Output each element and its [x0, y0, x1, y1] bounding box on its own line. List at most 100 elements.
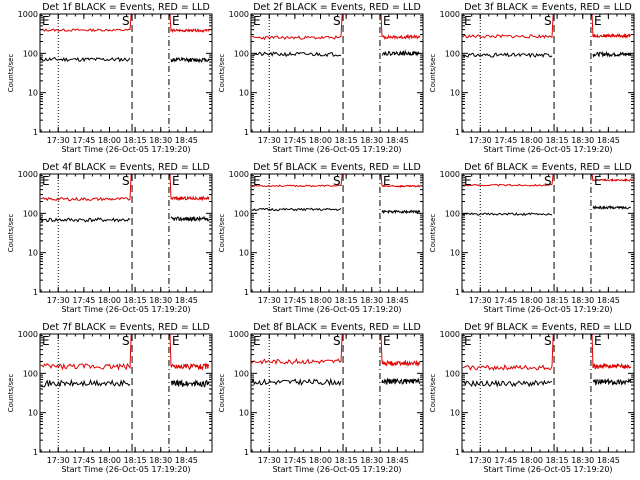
plot-frame [39, 173, 213, 293]
end-marker-right: E [594, 174, 602, 188]
y-axis-label: Counts/sec [218, 214, 226, 253]
y-tick-label: 1000 [229, 10, 249, 19]
x-axis-label: Start Time (26-Oct-05 17:19:20) [61, 305, 190, 314]
y-tick-label: 1000 [440, 330, 460, 339]
y-tick-label: 1000 [18, 170, 38, 179]
panel-title: Det 6f BLACK = Events, RED = LLD [464, 162, 632, 173]
y-tick-label: 100 [234, 369, 249, 378]
y-axis-label: Counts/sec [218, 54, 226, 93]
y-axis-label: Counts/sec [218, 374, 226, 413]
start-marker: S [333, 334, 341, 348]
x-tick-label: 18:30 [360, 456, 383, 465]
start-marker: S [122, 334, 130, 348]
x-axis-label: Start Time (26-Oct-05 17:19:20) [272, 305, 401, 314]
x-axis-label: Start Time (26-Oct-05 17:19:20) [483, 465, 612, 474]
panel-det-4f: Det 4f BLACK = Events, RED = LLD Counts/s… [7, 162, 213, 314]
panel-title: Det 1f BLACK = Events, RED = LLD [42, 2, 210, 13]
x-tick-label: 18:00 [520, 296, 543, 305]
x-tick-label: 17:45 [494, 456, 517, 465]
lld-series-line [380, 173, 420, 188]
x-tick-label: 17:30 [258, 136, 281, 145]
y-axis-label: Counts/sec [429, 54, 437, 93]
x-tick-label: 17:30 [469, 296, 492, 305]
y-tick-label: 1000 [229, 330, 249, 339]
x-tick-label: 17:30 [47, 296, 70, 305]
y-tick-label: 10 [28, 409, 38, 418]
events-series-line [462, 379, 553, 388]
y-tick-label: 10 [450, 89, 460, 98]
plot-frame [39, 13, 213, 133]
start-marker: S [544, 334, 552, 348]
lld-series-line [251, 333, 343, 366]
events-series-line [40, 378, 131, 388]
events-series-line [462, 212, 553, 217]
lld-series-line [380, 333, 421, 367]
start-marker: S [122, 14, 130, 28]
lld-series-line [169, 13, 210, 34]
x-tick-label: 18:15 [546, 296, 569, 305]
end-marker-left: E [464, 174, 472, 188]
lld-series-line [591, 333, 632, 370]
x-tick-label: 18:30 [571, 136, 594, 145]
y-tick-label: 10 [450, 249, 460, 258]
x-tick-label: 18:30 [149, 296, 172, 305]
end-marker-left: E [42, 334, 50, 348]
x-tick-label: 17:45 [494, 136, 517, 145]
x-tick-label: 18:45 [386, 136, 409, 145]
lld-series-line [40, 13, 132, 33]
lld-series-line [380, 13, 421, 41]
y-tick-label: 100 [445, 369, 460, 378]
end-marker-right: E [172, 174, 180, 188]
y-tick-label: 100 [234, 209, 249, 218]
panel-det-2f: Det 2f BLACK = Events, RED = LLD Counts/s… [218, 2, 424, 154]
events-series-line [592, 378, 632, 386]
events-series-line [40, 217, 131, 223]
x-tick-label: 18:15 [546, 136, 569, 145]
x-tick-label: 18:15 [546, 456, 569, 465]
y-tick-label: 1 [244, 288, 249, 297]
end-marker-right: E [383, 174, 391, 188]
panel-title: Det 5f BLACK = Events, RED = LLD [253, 162, 421, 173]
y-axis-label: Counts/sec [7, 214, 15, 253]
lld-series-line [169, 333, 210, 371]
x-tick-label: 18:30 [360, 136, 383, 145]
x-tick-label: 18:45 [597, 136, 620, 145]
x-axis-label: Start Time (26-Oct-05 17:19:20) [272, 145, 401, 154]
x-tick-label: 18:45 [597, 456, 620, 465]
x-tick-label: 18:30 [360, 296, 383, 305]
x-tick-label: 18:15 [124, 136, 147, 145]
y-axis-label: Counts/sec [429, 214, 437, 253]
x-tick-label: 18:30 [571, 456, 594, 465]
panel-det-7f: Det 7f BLACK = Events, RED = LLD Counts/s… [7, 322, 213, 474]
events-series-line [381, 209, 421, 215]
y-tick-label: 100 [445, 209, 460, 218]
x-tick-label: 18:45 [386, 456, 409, 465]
x-axis-label: Start Time (26-Oct-05 17:19:20) [272, 465, 401, 474]
y-tick-label: 1 [455, 128, 460, 137]
x-tick-label: 17:45 [494, 296, 517, 305]
x-tick-label: 18:00 [309, 456, 332, 465]
y-tick-label: 1000 [440, 10, 460, 19]
end-marker-right: E [594, 14, 602, 28]
y-axis-label: Counts/sec [429, 374, 437, 413]
y-tick-label: 1 [244, 448, 249, 457]
plot-frame [250, 173, 424, 293]
y-tick-label: 1000 [18, 10, 38, 19]
y-tick-label: 100 [23, 209, 38, 218]
x-tick-label: 18:15 [335, 296, 358, 305]
lld-series-line [591, 13, 632, 39]
start-marker: S [333, 14, 341, 28]
lld-series-line [591, 173, 632, 182]
plot-frame [250, 13, 424, 133]
x-tick-label: 17:30 [258, 296, 281, 305]
plot-frame [250, 333, 424, 453]
lld-series-line [462, 333, 554, 372]
lld-series-line [251, 173, 343, 188]
lld-series-line [40, 333, 132, 371]
end-marker-right: E [172, 14, 180, 28]
events-series-line [170, 56, 210, 64]
lld-series-line [251, 13, 343, 41]
end-marker-right: E [383, 334, 391, 348]
events-series-line [251, 51, 342, 58]
x-tick-label: 17:30 [47, 136, 70, 145]
